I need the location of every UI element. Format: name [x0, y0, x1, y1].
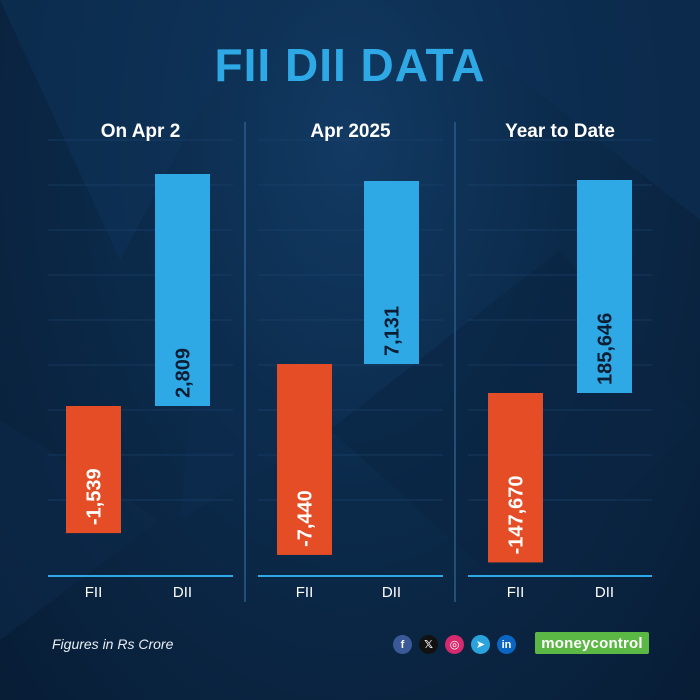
- chart-panel-3: Year to Date -147,670 FII 185,646 DII: [468, 121, 652, 601]
- panel-title: Year to Date: [505, 121, 615, 142]
- data-label: 7,131: [382, 306, 404, 356]
- footnote: Figures in Rs Crore: [52, 636, 174, 652]
- facebook-icon[interactable]: f: [393, 635, 412, 654]
- page-title: FII DII DATA: [214, 39, 486, 91]
- instagram-icon[interactable]: ◎: [445, 635, 464, 654]
- bar-dii: [364, 181, 419, 364]
- data-label: -7,440: [295, 490, 317, 547]
- tick-label: DII: [595, 584, 614, 601]
- data-label: 2,809: [173, 348, 195, 398]
- x-icon[interactable]: 𝕏: [419, 635, 438, 654]
- tick-label: FII: [296, 584, 314, 601]
- data-label: 185,646: [595, 313, 617, 385]
- chart-panel-2: Apr 2025 -7,440 FII 7,131 DII: [258, 121, 443, 601]
- moneycontrol-logo: moneycontrol: [535, 632, 649, 654]
- bar-dii: [155, 174, 210, 406]
- bar-dii: [577, 180, 632, 393]
- social-icons: f 𝕏 ◎ ➤ in: [393, 635, 516, 654]
- bar-fii: [66, 406, 121, 534]
- tick-label: DII: [173, 584, 192, 601]
- panel-title: On Apr 2: [101, 121, 181, 142]
- tick-label: FII: [85, 584, 103, 601]
- linkedin-icon[interactable]: in: [497, 635, 516, 654]
- chart-panel-1: On Apr 2 -1,539 FII 2,809 DII: [48, 121, 233, 601]
- tick-label: DII: [382, 584, 401, 601]
- data-label: -1,539: [84, 468, 106, 525]
- panel-title: Apr 2025: [310, 121, 391, 142]
- tick-label: FII: [507, 584, 525, 601]
- bar-fii: [488, 393, 543, 563]
- data-label: -147,670: [506, 475, 528, 554]
- bar-fii: [277, 364, 332, 555]
- telegram-icon[interactable]: ➤: [471, 635, 490, 654]
